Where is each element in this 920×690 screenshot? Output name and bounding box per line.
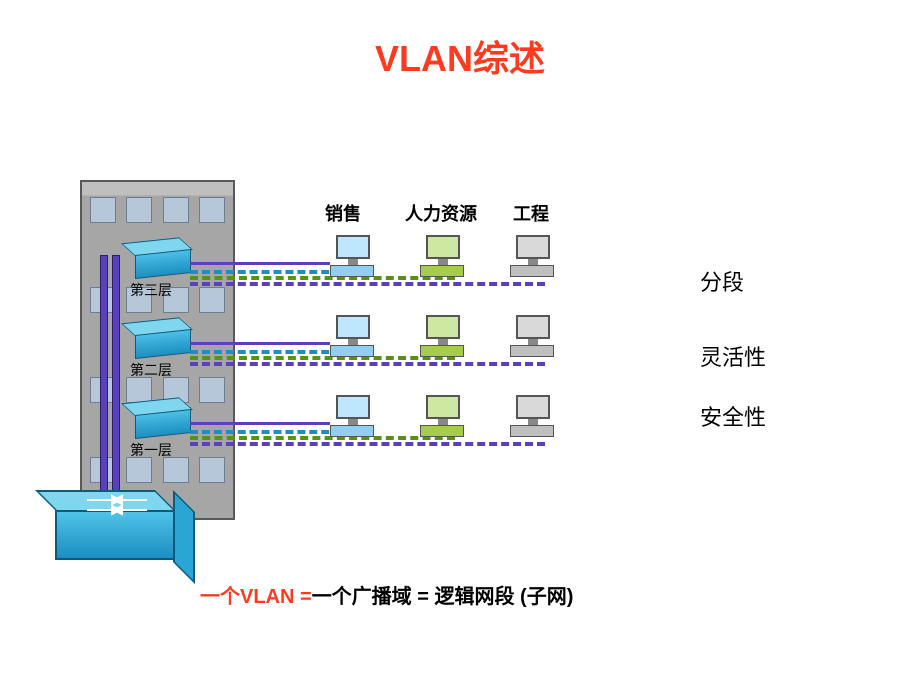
switch-arrows-icon xyxy=(57,494,177,516)
link-line xyxy=(190,422,330,425)
col-header: 人力资源 xyxy=(405,200,477,226)
link-line xyxy=(190,436,455,440)
vlan-diagram: 第三层 第二层 第一层 销售 人力资源 工程 分段 xyxy=(60,180,860,600)
floor-label: 第三层 xyxy=(130,280,172,300)
floor-label: 第一层 xyxy=(130,440,172,460)
windows-row xyxy=(90,197,225,223)
link-line xyxy=(190,442,545,446)
link-line xyxy=(190,356,455,360)
link-line xyxy=(190,276,455,280)
pc-icon xyxy=(330,395,374,437)
core-switch-icon xyxy=(55,510,175,560)
pc-icon xyxy=(420,395,464,437)
pc-icon xyxy=(420,315,464,357)
pc-icon xyxy=(420,235,464,277)
feature-label: 安全性 xyxy=(700,400,766,432)
feature-label: 分段 xyxy=(700,265,744,297)
caption-rest: 一个广播域 = 逻辑网段 (子网) xyxy=(312,586,574,608)
windows-row xyxy=(90,457,225,483)
uplink-pipe xyxy=(112,255,120,525)
link-line xyxy=(190,282,545,286)
pc-icon xyxy=(510,315,554,357)
pc-icon xyxy=(510,395,554,437)
pc-icon xyxy=(330,235,374,277)
floor-label: 第二层 xyxy=(130,360,172,380)
link-line xyxy=(190,362,545,366)
caption: 一个VLAN =一个广播域 = 逻辑网段 (子网) xyxy=(200,580,573,609)
col-header: 销售 xyxy=(325,200,361,226)
link-line xyxy=(190,262,330,265)
col-header: 工程 xyxy=(513,200,549,226)
caption-red: 一个VLAN = xyxy=(200,586,312,608)
link-line xyxy=(190,342,330,345)
pc-icon xyxy=(330,315,374,357)
uplink-pipe xyxy=(100,255,108,525)
feature-label: 灵活性 xyxy=(700,340,766,372)
pc-icon xyxy=(510,235,554,277)
slide-title: VLAN综述 xyxy=(0,30,920,82)
